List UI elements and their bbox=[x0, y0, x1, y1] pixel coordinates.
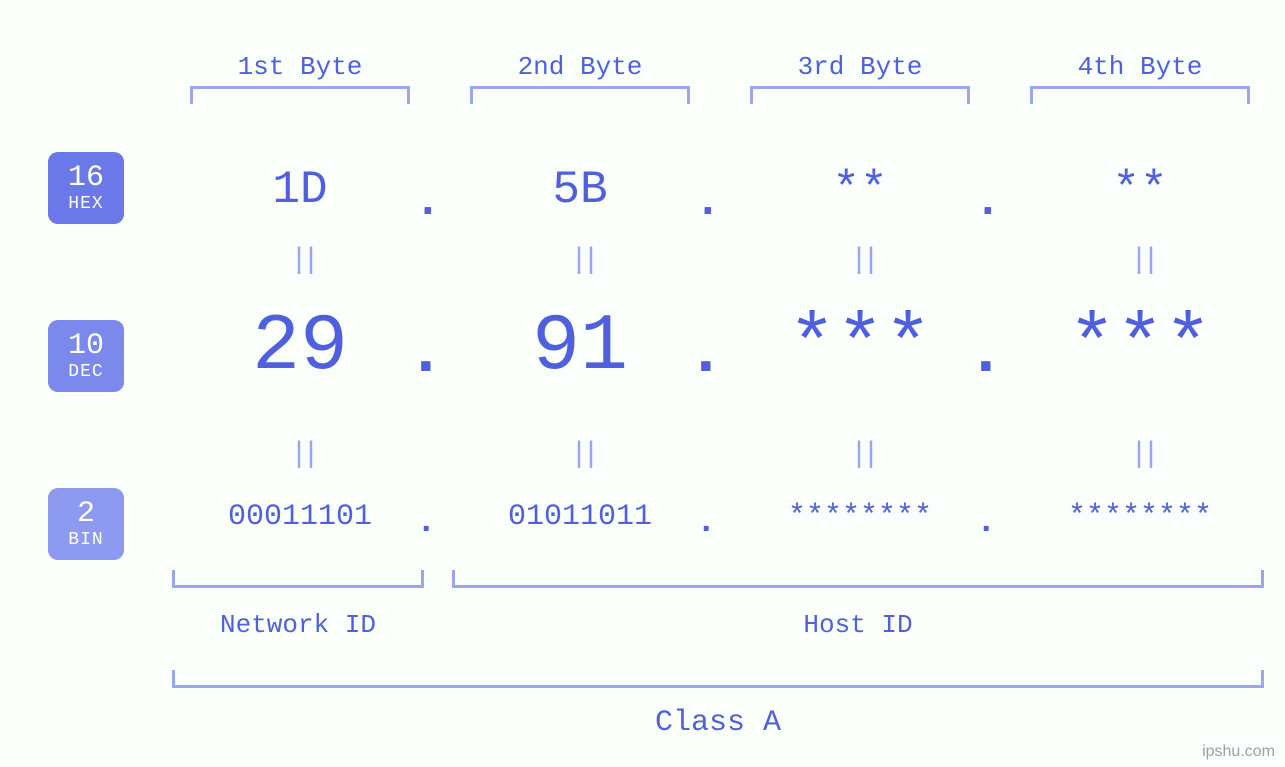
top-bracket-4 bbox=[1030, 86, 1250, 104]
byte-label-3: 3rd Byte bbox=[760, 52, 960, 82]
dec-dot-3: . bbox=[966, 316, 1006, 391]
eq-bot-4: || bbox=[1130, 438, 1154, 472]
eq-top-4: || bbox=[1130, 244, 1154, 278]
bin-byte-3: ******** bbox=[730, 500, 990, 534]
watermark: ipshu.com bbox=[1202, 743, 1275, 761]
badge-dec-label: DEC bbox=[68, 363, 103, 383]
eq-top-2: || bbox=[570, 244, 594, 278]
class-label: Class A bbox=[172, 706, 1264, 740]
bin-byte-2: 01011011 bbox=[450, 500, 710, 534]
top-bracket-2 bbox=[470, 86, 690, 104]
byte-label-1: 1st Byte bbox=[200, 52, 400, 82]
hex-byte-4: ** bbox=[1040, 164, 1240, 216]
bin-dot-1: . bbox=[416, 504, 436, 542]
byte-label-2: 2nd Byte bbox=[480, 52, 680, 82]
badge-bin-num: 2 bbox=[77, 498, 95, 531]
bin-byte-1: 00011101 bbox=[170, 500, 430, 534]
eq-bot-3: || bbox=[850, 438, 874, 472]
eq-top-3: || bbox=[850, 244, 874, 278]
dec-dot-2: . bbox=[686, 316, 726, 391]
bin-byte-4: ******** bbox=[1010, 500, 1270, 534]
dec-byte-1: 29 bbox=[170, 302, 430, 393]
bin-dot-3: . bbox=[976, 504, 996, 542]
network-bracket bbox=[172, 570, 424, 588]
hex-byte-3: ** bbox=[760, 164, 960, 216]
hex-byte-1: 1D bbox=[200, 164, 400, 216]
top-bracket-1 bbox=[190, 86, 410, 104]
eq-top-1: || bbox=[290, 244, 314, 278]
bin-dot-2: . bbox=[696, 504, 716, 542]
eq-bot-1: || bbox=[290, 438, 314, 472]
dec-byte-3: *** bbox=[730, 302, 990, 393]
hex-byte-2: 5B bbox=[480, 164, 680, 216]
eq-bot-2: || bbox=[570, 438, 594, 472]
badge-hex-num: 16 bbox=[68, 162, 104, 195]
hex-dot-2: . bbox=[694, 176, 722, 228]
dec-byte-2: 91 bbox=[450, 302, 710, 393]
dec-dot-1: . bbox=[406, 316, 446, 391]
class-bracket bbox=[172, 670, 1264, 688]
badge-dec: 10 DEC bbox=[48, 320, 124, 392]
top-bracket-3 bbox=[750, 86, 970, 104]
dec-byte-4: *** bbox=[1010, 302, 1270, 393]
badge-bin: 2 BIN bbox=[48, 488, 124, 560]
byte-label-4: 4th Byte bbox=[1040, 52, 1240, 82]
badge-hex-label: HEX bbox=[68, 195, 103, 215]
hex-dot-3: . bbox=[974, 176, 1002, 228]
host-id-label: Host ID bbox=[452, 610, 1264, 640]
network-id-label: Network ID bbox=[172, 610, 424, 640]
hex-dot-1: . bbox=[414, 176, 442, 228]
badge-hex: 16 HEX bbox=[48, 152, 124, 224]
badge-bin-label: BIN bbox=[68, 531, 103, 551]
host-bracket bbox=[452, 570, 1264, 588]
badge-dec-num: 10 bbox=[68, 330, 104, 363]
